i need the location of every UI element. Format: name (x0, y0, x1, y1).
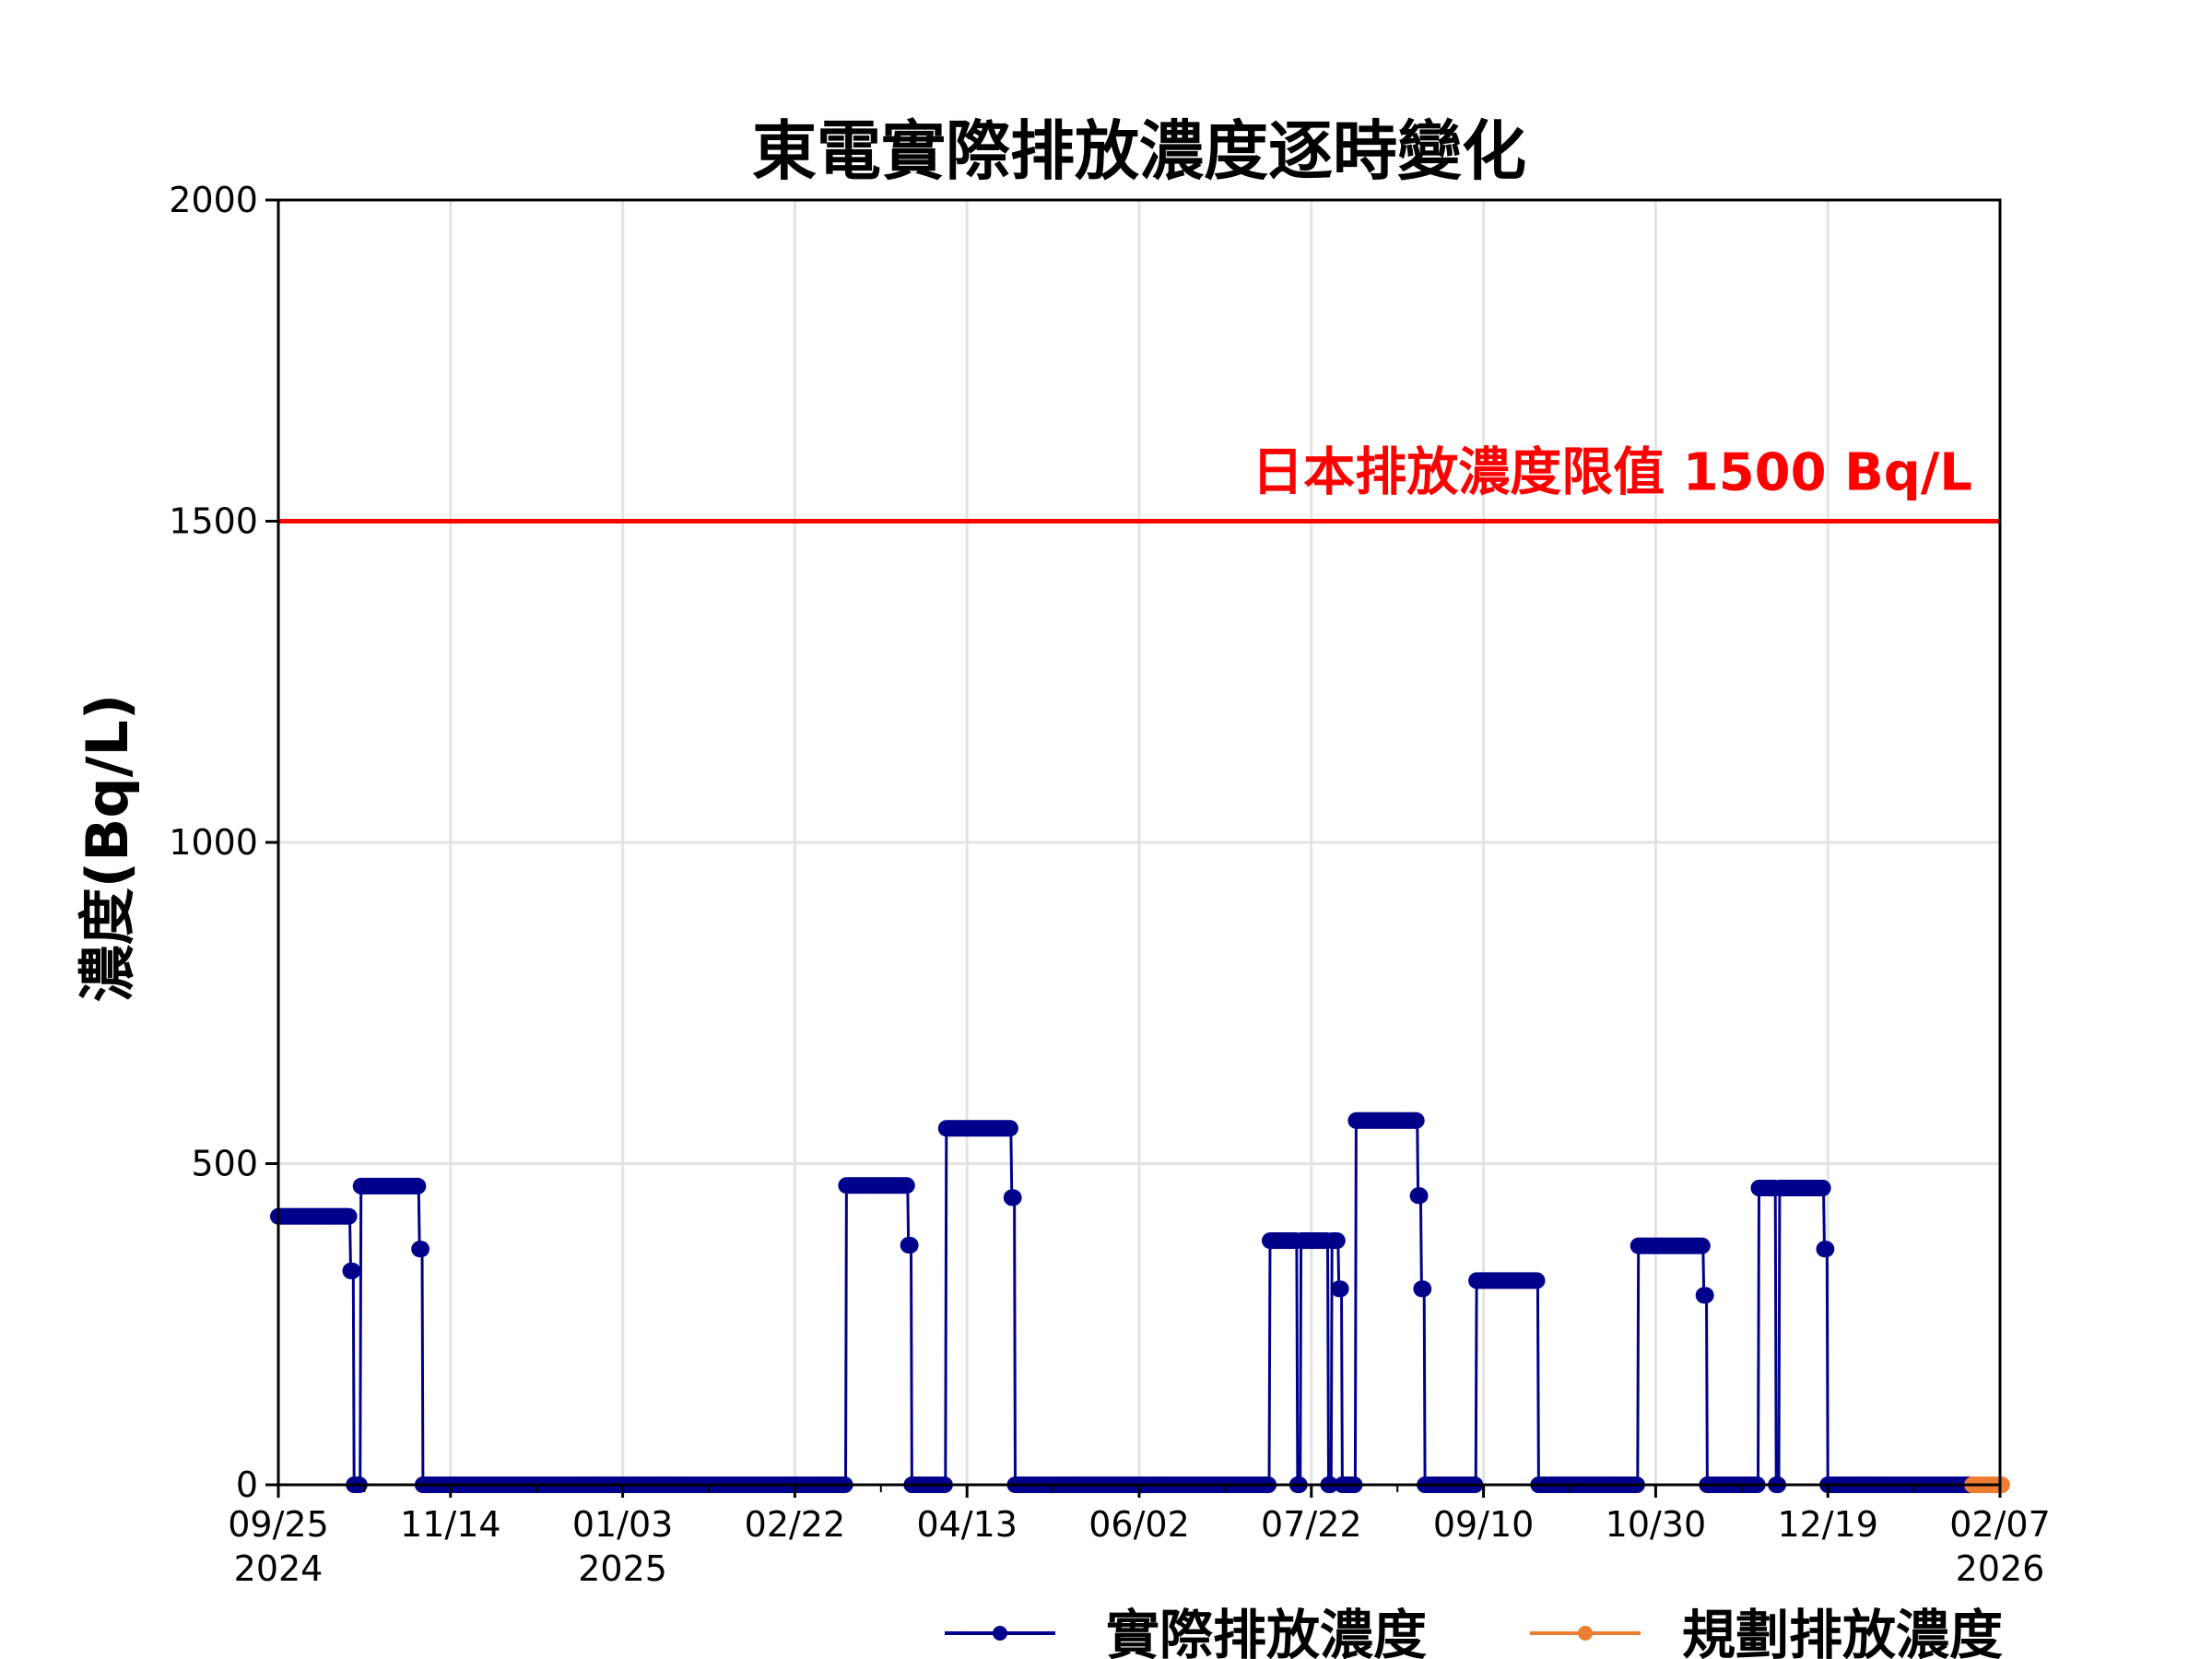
x-tick-label: 09/10 (1433, 1504, 1535, 1545)
data-point (1697, 1287, 1714, 1304)
data-point (1693, 1237, 1711, 1254)
y-tick-label: 1000 (169, 822, 258, 863)
data-point (340, 1207, 358, 1225)
data-point (1407, 1112, 1425, 1129)
grid (276, 198, 2002, 1487)
data-point (1415, 1280, 1432, 1298)
x-tick-sublabel: 2025 (578, 1548, 667, 1589)
reference-line-group: 日本排放濃度限值 1500 Bq/L (278, 443, 2000, 524)
legend-label: 實際排放濃度 (1106, 1604, 1427, 1659)
data-point (1528, 1272, 1546, 1289)
y-axis-label: 濃度(Bq/L) (74, 694, 141, 1002)
data-point (1005, 1189, 1022, 1206)
y-tick-label: 0 (236, 1465, 258, 1505)
x-tick-sublabel: 2024 (234, 1548, 324, 1589)
limit-label: 日本排放濃度限值 1500 Bq/L (1252, 443, 1972, 503)
data-point (1001, 1120, 1018, 1137)
data-point (901, 1237, 919, 1253)
y-tick-label: 1500 (169, 501, 258, 542)
series-actual (270, 1112, 1980, 1493)
x-tick-sublabel: 2026 (1956, 1548, 2045, 1589)
legend-label: 規劃排放濃度 (1682, 1604, 2003, 1659)
data-point (409, 1177, 427, 1194)
legend: 實際排放濃度 規劃排放濃度 (945, 1604, 2003, 1659)
series-line (278, 1119, 1972, 1487)
x-tick-label: 02/22 (745, 1504, 846, 1545)
data-point (1993, 1477, 2010, 1493)
data-point (344, 1262, 361, 1279)
y-tick-label: 500 (191, 1144, 258, 1184)
data-point (1328, 1232, 1346, 1250)
y-tick-label: 2000 (169, 180, 258, 220)
legend-marker (1578, 1626, 1593, 1641)
data-point (898, 1177, 915, 1194)
y-axis: 0 500 1000 1500 2000 (169, 180, 278, 1505)
legend-marker (993, 1626, 1007, 1641)
x-tick-label: 12/19 (1777, 1504, 1878, 1545)
x-tick-label: 06/02 (1088, 1504, 1190, 1545)
x-tick-label: 07/22 (1261, 1504, 1362, 1545)
x-tick-label: 04/13 (916, 1504, 1018, 1545)
x-tick-label: 10/30 (1606, 1504, 1707, 1545)
data-point (413, 1241, 429, 1258)
data-point (1411, 1187, 1429, 1205)
x-tick-label: 11/14 (400, 1504, 501, 1545)
x-tick-label: 09/25 (228, 1504, 329, 1545)
data-point (1818, 1241, 1835, 1258)
x-tick-label: 02/07 (1949, 1504, 2051, 1545)
chart-title: 東電實際排放濃度逐時變化 (752, 113, 1526, 189)
x-tick-label: 01/03 (572, 1504, 674, 1545)
data-point (1814, 1180, 1831, 1196)
data-point (1332, 1280, 1349, 1298)
